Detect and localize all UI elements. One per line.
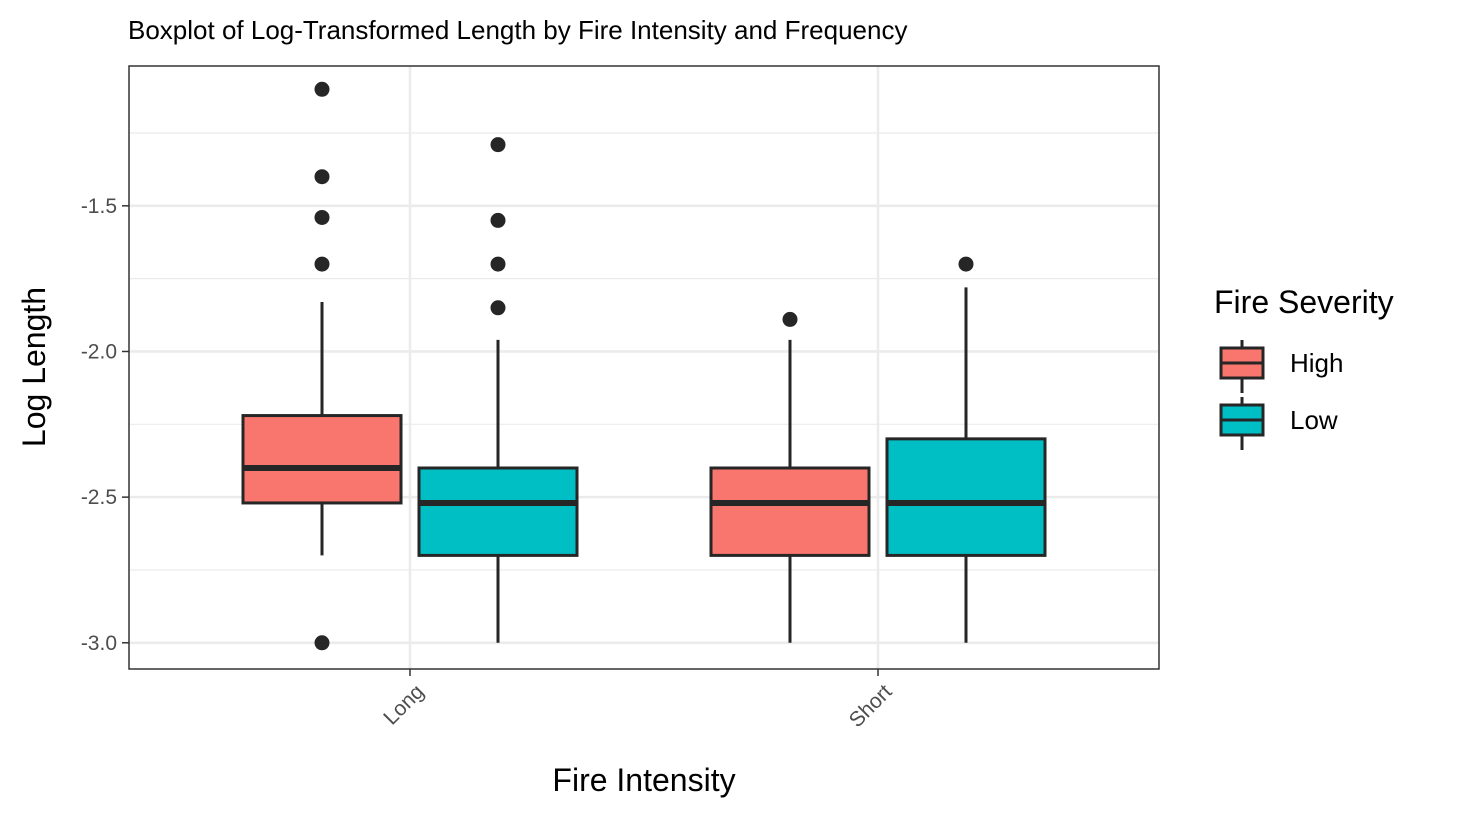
outlier-point xyxy=(314,209,330,225)
outlier-point xyxy=(490,212,506,228)
y-tick-label: -1.5 xyxy=(81,195,117,218)
legend-item-low: Low xyxy=(1219,397,1338,450)
x-axis-title: Fire Intensity xyxy=(552,762,735,798)
x-axis: Long Short xyxy=(379,669,897,732)
panel-border xyxy=(128,65,1160,670)
outlier-point xyxy=(958,256,974,272)
outlier-point xyxy=(314,635,330,651)
chart-title: Boxplot of Log-Transformed Length by Fir… xyxy=(128,15,907,45)
box-body xyxy=(885,437,1047,557)
outlier-point xyxy=(782,311,798,327)
box-body xyxy=(417,466,579,557)
y-tick-label: -2.5 xyxy=(81,486,117,509)
box-body xyxy=(709,466,871,557)
outlier-point xyxy=(490,137,506,153)
legend-item-high: High xyxy=(1219,340,1343,393)
legend: Fire Severity High Low xyxy=(1214,284,1394,450)
legend-title: Fire Severity xyxy=(1214,284,1394,320)
outlier-point xyxy=(314,169,330,185)
y-axis: -3.0 -2.5 -2.0 -1.5 xyxy=(81,195,129,655)
box-body xyxy=(241,414,403,505)
y-tick-label: -2.0 xyxy=(81,340,117,363)
y-axis-title: Log Length xyxy=(16,287,52,447)
x-tick-label: Short xyxy=(845,680,897,732)
box-low-long xyxy=(417,137,579,643)
outlier-point xyxy=(314,256,330,272)
y-tick-label: -3.0 xyxy=(81,632,117,655)
outlier-point xyxy=(490,256,506,272)
box-layer xyxy=(241,81,1047,651)
legend-label: Low xyxy=(1290,405,1338,435)
outlier-point xyxy=(314,81,330,97)
legend-label: High xyxy=(1290,348,1343,378)
box-high-long xyxy=(241,81,403,651)
box-low-short xyxy=(885,256,1047,643)
x-tick-label: Long xyxy=(379,680,428,729)
box-high-short xyxy=(709,311,871,643)
grid-lines xyxy=(129,66,1159,669)
outlier-point xyxy=(490,300,506,316)
